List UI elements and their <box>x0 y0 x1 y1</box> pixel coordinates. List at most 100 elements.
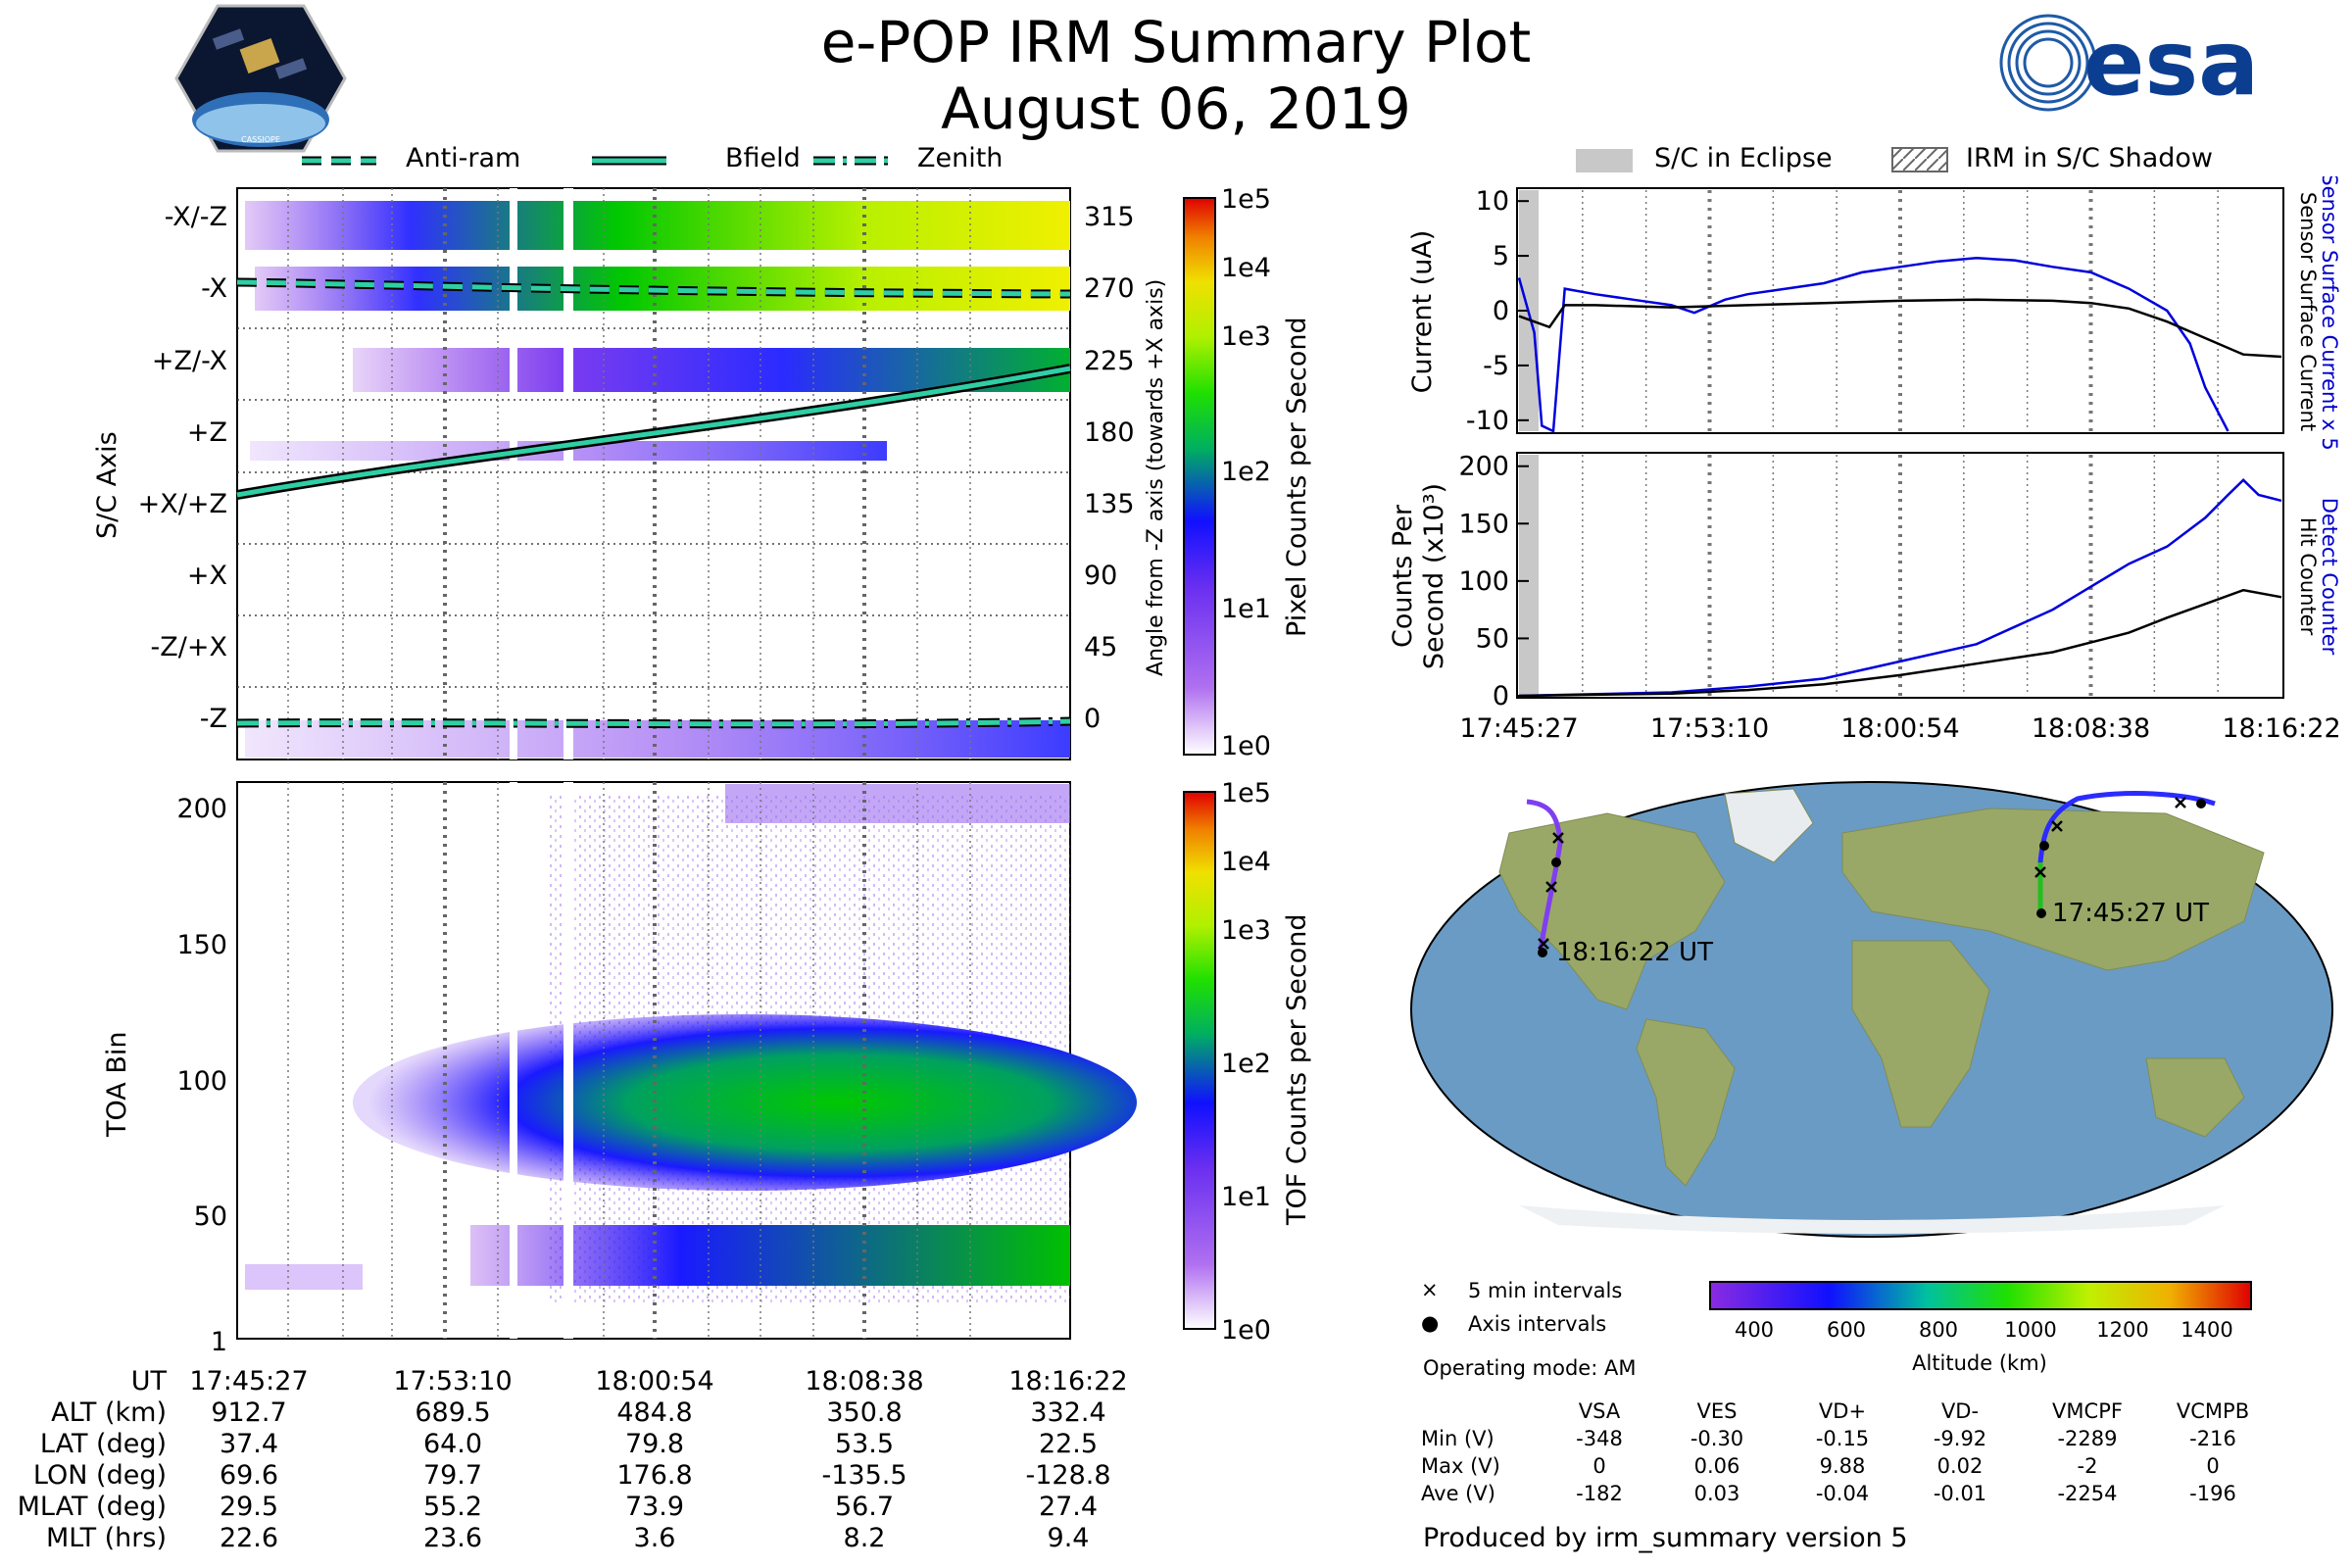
esa-logo: esa <box>1999 12 2259 116</box>
legend-bfield: Bfield <box>725 143 801 173</box>
y2tick-225: 225 <box>1084 346 1135 376</box>
svg-text:1e1: 1e1 <box>1221 1182 1271 1212</box>
counts-right-label-blue: Detect Counter <box>2318 498 2341 656</box>
current-ylabel: Current (uA) <box>1407 230 1438 394</box>
current-series-blue <box>1517 257 2230 433</box>
pixel-ylabel: S/C Axis <box>92 431 122 539</box>
svg-text:1000: 1000 <box>2004 1318 2056 1342</box>
counts-right-label-black: Hit Counter <box>2296 517 2320 636</box>
svg-text:1400: 1400 <box>2180 1318 2232 1342</box>
counts-ylabel-1: Counts Per <box>1388 504 1418 648</box>
orbit-track-west <box>1526 799 1563 952</box>
svg-text:1e1: 1e1 <box>1221 594 1271 624</box>
svg-text:400: 400 <box>1735 1318 1774 1342</box>
y2tick-0: 0 <box>1084 704 1101 734</box>
counts-xtick: 17:53:10 <box>1650 713 1769 744</box>
heat-band-xz <box>245 201 1070 250</box>
current-ytick: 0 <box>1493 296 1509 326</box>
time-column-5: 18:16:22 332.4 22.5 -128.8 27.4 9.4 <box>1008 1366 1128 1553</box>
row-label-lat: LAT (deg) <box>39 1429 167 1459</box>
time-column-2: 17:53:10 689.5 64.0 79.7 55.2 23.6 <box>393 1366 513 1553</box>
footer-produced-by: Produced by irm_summary version 5 <box>1423 1523 1908 1553</box>
voltage-table: VSA VES VD+ VD- VMCPF VCMPB Min (V) -348… <box>1421 1399 2283 1509</box>
esa-logo-text: esa <box>2083 12 2259 116</box>
legend-zenith: Zenith <box>917 143 1004 173</box>
legend-axis-marker: ● <box>1421 1311 1440 1335</box>
time-table: UT ALT (km) LAT (deg) LON (deg) MLAT (de… <box>0 1366 1176 1562</box>
land-australia <box>2145 1057 2245 1138</box>
ytick-x: -X <box>201 273 227 304</box>
y2tick-315: 315 <box>1084 202 1135 232</box>
tof-main-band <box>353 1014 1137 1191</box>
cassiope-logo: CASSIOPE <box>174 4 347 153</box>
y2tick-180: 180 <box>1084 417 1135 448</box>
pixel-colorbar-label: Pixel Counts per Second <box>1282 317 1312 637</box>
pixel-y2label: Angle from -Z axis (towards +X axis) <box>1144 279 1168 676</box>
ytick-xplusz: +X/+Z <box>138 489 227 519</box>
counts-ytick: 100 <box>1458 566 1509 597</box>
svg-text:1e0: 1e0 <box>1221 1315 1271 1346</box>
land-africa <box>1851 940 1990 1128</box>
current-right-label-blue: Sensor Surface Current x 5 <box>2318 176 2341 451</box>
tof-ytick-100: 100 <box>176 1066 227 1097</box>
eclipse-region-counts <box>1519 455 1539 696</box>
voltage-row-min: Min (V) -348 -0.30 -0.15 -9.92 -2289 -21… <box>1421 1427 2236 1450</box>
current-ytick: -5 <box>1483 351 1509 381</box>
tof-ytick-200: 200 <box>176 794 227 824</box>
counts-ytick: 200 <box>1458 452 1509 482</box>
row-label-ut: UT <box>130 1366 167 1396</box>
y2tick-135: 135 <box>1084 489 1135 519</box>
counts-ylabel-2: Second (x10³) <box>1419 483 1449 669</box>
current-right-label-black: Sensor Surface Current <box>2296 192 2320 431</box>
current-ytick: 5 <box>1493 241 1509 271</box>
svg-text:1e4: 1e4 <box>1221 253 1271 283</box>
y2tick-45: 45 <box>1084 632 1117 662</box>
svg-text:1e2: 1e2 <box>1221 457 1271 487</box>
svg-text:800: 800 <box>1919 1318 1958 1342</box>
tof-colorbar-label: TOF Counts per Second <box>1282 914 1312 1227</box>
plot-date: August 06, 2019 <box>941 75 1411 142</box>
counts-xtick: 17:45:27 <box>1459 713 1578 744</box>
altitude-colorbar: 400 600 800 1000 1200 1400 Altitude (km) <box>1709 1281 2252 1375</box>
tof-spectrogram: 200 150 100 50 1 TOA Bin 1e5 1e4 1e3 1e2… <box>102 778 1312 1357</box>
svg-text:600: 600 <box>1827 1318 1866 1342</box>
plot-title: e-POP IRM Summary Plot <box>820 9 1532 75</box>
counts-ytick: 150 <box>1458 509 1509 539</box>
counts-series-black <box>1518 588 2282 698</box>
axis-line-legend <box>302 156 888 166</box>
legend-eclipse: S/C in Eclipse <box>1654 143 1833 173</box>
svg-text:1e0: 1e0 <box>1221 731 1271 761</box>
y2tick-270: 270 <box>1084 273 1135 304</box>
cassiope-logo-text: CASSIOPE <box>241 135 280 144</box>
counts-xtick: 18:16:22 <box>2222 713 2340 744</box>
legend-axis: Axis intervals <box>1468 1312 1607 1336</box>
ytick-plusx: +X <box>187 561 227 591</box>
tof-ytick-50: 50 <box>194 1201 227 1232</box>
svg-text:1e3: 1e3 <box>1221 915 1271 946</box>
counts-ytick: 0 <box>1493 681 1509 711</box>
map-start-label: 17:45:27 UT <box>2052 899 2209 928</box>
svg-text:1e2: 1e2 <box>1221 1049 1271 1079</box>
current-series-black <box>1518 298 2282 359</box>
pixel-colorbar <box>1183 197 1216 756</box>
time-column-1: 17:45:27 912.7 37.4 69.6 29.5 22.6 <box>189 1366 309 1553</box>
ytick-z: +Z <box>187 417 227 448</box>
altitude-label: Altitude (km) <box>1912 1351 2047 1375</box>
time-column-3: 18:00:54 484.8 79.8 176.8 73.9 3.6 <box>595 1366 714 1553</box>
row-label-mlt: MLT (hrs) <box>45 1523 167 1553</box>
tof-ytick-150: 150 <box>176 930 227 960</box>
land-eurasia <box>1841 808 2265 971</box>
tof-colorbar <box>1183 791 1216 1330</box>
operating-mode: Operating mode: AM <box>1423 1356 1637 1380</box>
ytick-xz: -X/-Z <box>165 202 227 232</box>
svg-text:1e5: 1e5 <box>1221 184 1271 215</box>
legend-anti-ram: Anti-ram <box>406 143 521 173</box>
tof-ylabel: TOA Bin <box>102 1032 132 1138</box>
counts-xtick: 18:08:38 <box>2032 713 2150 744</box>
map-end-label: 18:16:22 UT <box>1556 938 1713 967</box>
pixel-spectrogram: -X/-Z -X +Z/-X +Z +X/+Z +X -Z/+X -Z 315 … <box>92 184 1312 761</box>
current-ytick: 10 <box>1476 186 1509 217</box>
voltage-row-max: Max (V) 0 0.06 9.88 0.02 -2 0 <box>1421 1454 2220 1478</box>
ytick-zplusx: -Z/+X <box>151 632 227 662</box>
